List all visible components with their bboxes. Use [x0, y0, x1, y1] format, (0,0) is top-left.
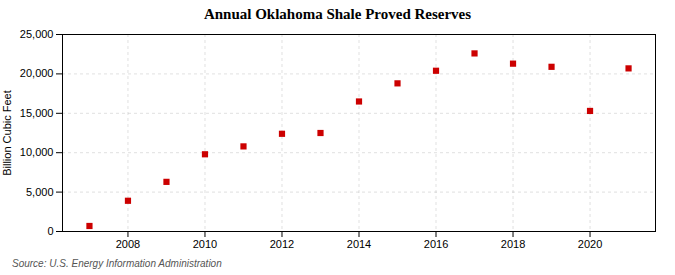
svg-text:20,000: 20,000 [20, 67, 54, 79]
svg-text:2008: 2008 [116, 238, 140, 250]
svg-text:2020: 2020 [578, 238, 602, 250]
svg-text:2012: 2012 [270, 238, 294, 250]
svg-text:2016: 2016 [424, 238, 448, 250]
svg-text:2018: 2018 [501, 238, 525, 250]
svg-text:Billion Cubic Feet: Billion Cubic Feet [1, 90, 13, 176]
svg-text:5,000: 5,000 [26, 186, 54, 198]
svg-text:0: 0 [47, 225, 53, 237]
svg-text:25,000: 25,000 [20, 28, 54, 40]
svg-text:2010: 2010 [193, 238, 217, 250]
svg-text:2014: 2014 [347, 238, 371, 250]
html-text:Annual Oklahoma Shale Proved R: Annual Oklahoma Shale Proved Reserves [203, 6, 472, 22]
html-text:Source: U.S. Energy Informatio: Source: U.S. Energy Information Administ… [12, 258, 222, 269]
svg-text:10,000: 10,000 [20, 146, 54, 158]
svg-text:15,000: 15,000 [20, 107, 54, 119]
